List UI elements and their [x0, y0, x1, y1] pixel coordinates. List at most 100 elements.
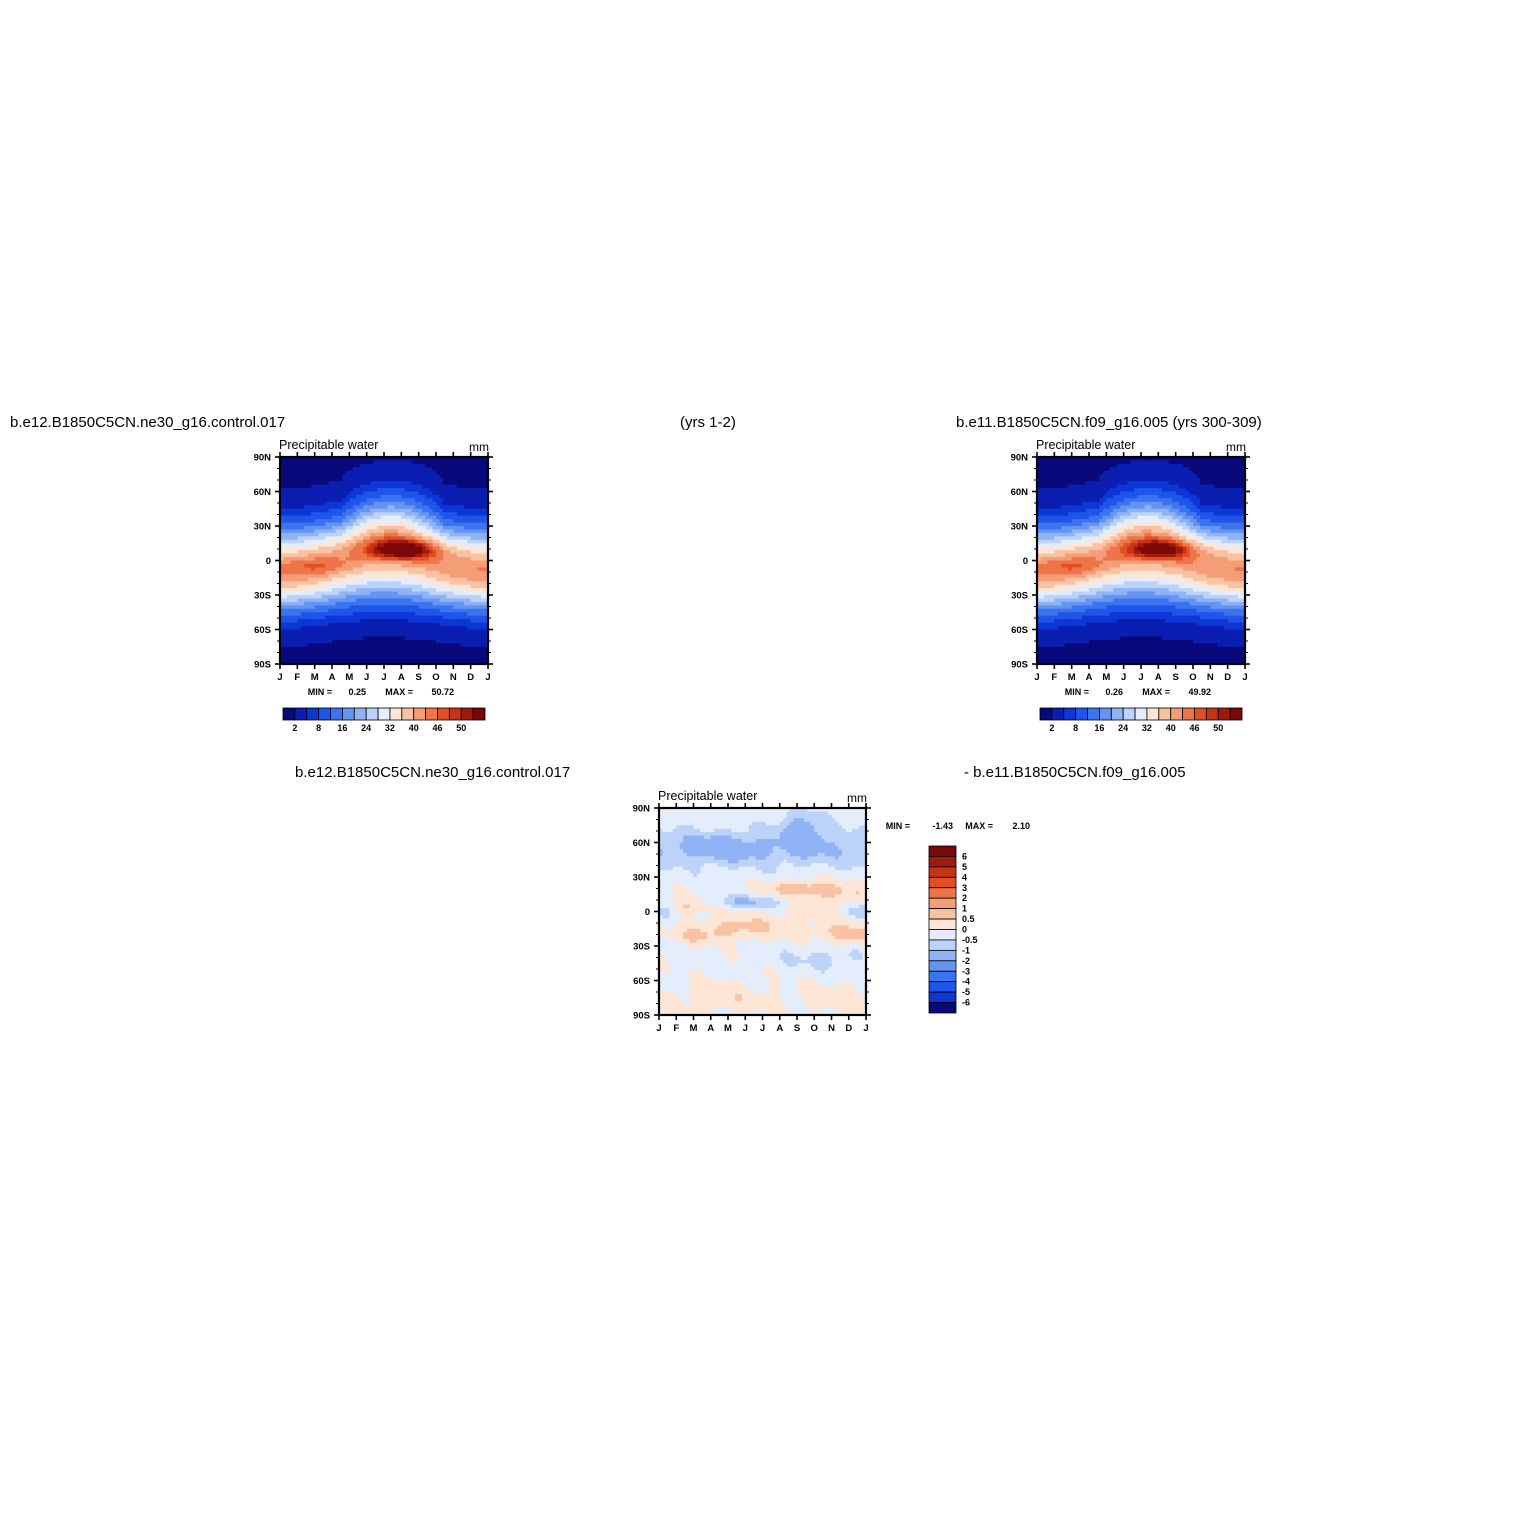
- panel1-cell: [432, 588, 437, 593]
- panel2-cell: [1165, 501, 1170, 506]
- panel1-cell: [425, 550, 430, 555]
- panel1-cell: [335, 460, 340, 465]
- panel1-cell: [467, 519, 472, 524]
- panel1-cell: [394, 612, 399, 617]
- panel1-cell: [404, 608, 409, 613]
- panel1-cell: [300, 660, 305, 664]
- panel1-cell: [429, 546, 434, 551]
- panel1-cell: [411, 515, 416, 520]
- panel1-cell: [390, 598, 395, 603]
- panel1-cell: [283, 457, 288, 462]
- panel2-cell: [1217, 460, 1222, 465]
- panel1-cell: [321, 560, 326, 565]
- panel1-cell: [366, 532, 371, 537]
- panel1-cell: [356, 650, 361, 655]
- panel1-cell: [300, 615, 305, 620]
- panel1-cell: [366, 657, 371, 662]
- panel1-cell: [422, 622, 427, 627]
- panel1-cell: [349, 595, 354, 600]
- panel1-cell: [418, 653, 423, 658]
- panel1-cell: [377, 519, 382, 524]
- panel2-cell: [1172, 457, 1177, 462]
- panel1-cell: [432, 522, 437, 527]
- panel1-cell: [335, 498, 340, 503]
- panel1-cell: [332, 481, 337, 486]
- panel1-cell: [446, 501, 451, 506]
- panel1-cell: [449, 660, 454, 664]
- panel1-cell: [328, 584, 333, 589]
- panel1-cell: [439, 526, 444, 531]
- panel1-cell: [332, 532, 337, 537]
- panel1-cell: [439, 494, 444, 499]
- panel2-cell: [1109, 481, 1114, 486]
- panel1-cell: [481, 636, 486, 641]
- panel1-cell: [325, 615, 330, 620]
- panel1-cell: [384, 581, 389, 586]
- panel1-cell: [453, 532, 458, 537]
- panel1-cell: [384, 477, 389, 482]
- panel1-cell: [415, 588, 420, 593]
- panel2-cell: [1165, 474, 1170, 479]
- panel2-cell: [1238, 519, 1243, 524]
- panel1-cell: [436, 636, 441, 641]
- panel1-cell: [286, 463, 291, 468]
- panel1-cell: [442, 477, 447, 482]
- panel1-cell: [300, 539, 305, 544]
- panel2-cell: [1172, 494, 1177, 499]
- panel1-cell: [463, 550, 468, 555]
- panel1-cell: [384, 519, 389, 524]
- panel1-cell: [432, 643, 437, 648]
- panel2-cell: [1037, 522, 1042, 527]
- panel1-cell: [429, 650, 434, 655]
- panel2-cell: [1061, 467, 1066, 472]
- panel1-cell: [345, 626, 350, 631]
- panel1-cell: [411, 632, 416, 637]
- panel2-cell: [1130, 526, 1135, 531]
- panel1-cell: [307, 626, 312, 631]
- panel2-cell: [1092, 467, 1097, 472]
- panel1-cell: [436, 619, 441, 624]
- panel1-cell: [411, 639, 416, 644]
- panel1-cell: [474, 612, 479, 617]
- panel2-cell: [1068, 481, 1073, 486]
- panel1-cell: [401, 588, 406, 593]
- panel1-cell: [328, 612, 333, 617]
- panel1-cell: [415, 543, 420, 548]
- panel2-cell: [1130, 522, 1135, 527]
- panel1-cell: [481, 632, 486, 637]
- panel1-cell: [442, 584, 447, 589]
- panel1-cell: [377, 598, 382, 603]
- panel1-cell: [304, 494, 309, 499]
- panel1-cell: [463, 546, 468, 551]
- panel1-cell: [342, 570, 347, 575]
- panel1-cell: [408, 567, 413, 572]
- panel1-cell: [311, 577, 316, 582]
- panel2-cell: [1238, 488, 1243, 493]
- panel2-cell: [1071, 477, 1076, 482]
- panel1-cell: [345, 636, 350, 641]
- panel1-cell: [456, 646, 461, 651]
- panel2-cell: [1137, 505, 1142, 510]
- panel1-cell: [401, 636, 406, 641]
- panel1-cell: [477, 584, 482, 589]
- panel1-cell: [286, 653, 291, 658]
- panel1-cell: [359, 474, 364, 479]
- panel2-cell: [1130, 460, 1135, 465]
- panel1-cell: [325, 581, 330, 586]
- panel2-cell: [1168, 508, 1173, 513]
- panel2-cell: [1158, 460, 1163, 465]
- panel1-cell: [345, 619, 350, 624]
- panel2-cell: [1061, 488, 1066, 493]
- panel2-cell: [1154, 529, 1159, 534]
- panel1-cell: [467, 539, 472, 544]
- panel1-cell: [293, 546, 298, 551]
- panel1-cell: [439, 605, 444, 610]
- panel1-cell: [363, 588, 368, 593]
- panel1-cell: [477, 577, 482, 582]
- panel1-cell: [293, 626, 298, 631]
- panel2-cell: [1241, 494, 1245, 499]
- panel1-cell: [307, 588, 312, 593]
- panel1-cell: [345, 650, 350, 655]
- panel1-cell: [474, 550, 479, 555]
- panel1-cell: [456, 543, 461, 548]
